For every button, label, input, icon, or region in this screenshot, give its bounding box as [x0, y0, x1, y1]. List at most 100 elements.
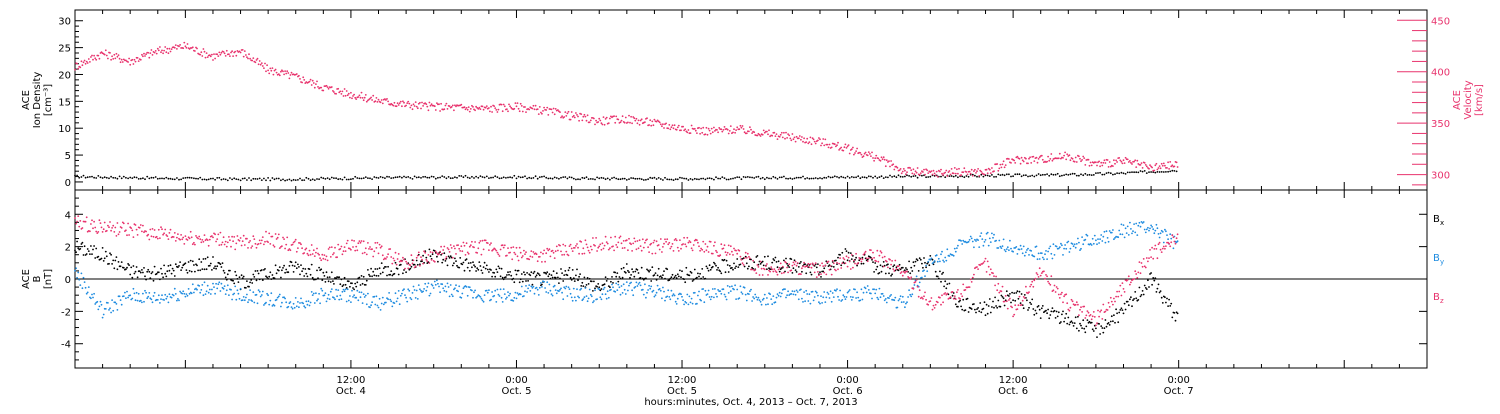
data-point: [638, 120, 640, 122]
data-point: [456, 265, 458, 267]
data-point: [284, 272, 286, 274]
data-point: [643, 294, 645, 296]
data-point: [957, 289, 959, 291]
data-point: [1100, 162, 1102, 164]
data-point: [668, 242, 670, 244]
data-point: [365, 94, 367, 96]
data-point: [97, 231, 99, 233]
data-point: [337, 88, 339, 90]
data-point: [265, 179, 267, 181]
data-point: [521, 286, 523, 288]
data-point: [976, 170, 978, 172]
data-point: [596, 177, 598, 179]
data-point: [95, 177, 97, 179]
data-point: [308, 178, 310, 180]
data-point: [646, 117, 648, 119]
data-point: [1071, 299, 1073, 301]
data-point: [104, 222, 106, 224]
data-point: [1105, 162, 1107, 164]
data-point: [123, 223, 125, 225]
data-point: [491, 291, 493, 293]
data-point: [576, 114, 578, 116]
data-point: [915, 261, 917, 263]
data-point: [1121, 224, 1123, 226]
data-point: [683, 178, 685, 180]
data-point: [1110, 321, 1112, 323]
data-point: [822, 138, 824, 140]
data-point: [161, 178, 163, 180]
data-point: [99, 219, 101, 221]
data-point: [141, 269, 143, 271]
data-point: [893, 169, 895, 171]
data-point: [437, 261, 439, 263]
data-point: [1025, 174, 1027, 176]
data-point: [474, 241, 476, 243]
data-point: [688, 242, 690, 244]
data-point: [993, 176, 995, 178]
data-point: [145, 231, 147, 233]
data-point: [942, 272, 944, 274]
data-point: [265, 70, 267, 72]
data-point: [911, 173, 913, 175]
data-point: [564, 176, 566, 178]
data-point: [89, 230, 91, 232]
data-point: [217, 283, 219, 285]
data-point: [1095, 324, 1097, 326]
data-point: [317, 277, 319, 279]
data-point: [524, 106, 526, 108]
data-point: [326, 301, 328, 303]
data-point: [429, 102, 431, 104]
data-point: [577, 279, 579, 281]
data-point: [363, 99, 365, 101]
data-point: [702, 178, 704, 180]
data-point: [608, 297, 610, 299]
data-point: [255, 61, 257, 63]
data-point: [608, 249, 610, 251]
data-point: [781, 272, 783, 274]
data-point: [872, 261, 874, 263]
data-point: [625, 117, 627, 119]
data-point: [796, 271, 798, 273]
data-point: [417, 264, 419, 266]
data-point: [914, 284, 916, 286]
data-point: [1151, 167, 1153, 169]
data-point: [182, 237, 184, 239]
data-point: [1137, 172, 1139, 174]
data-point: [996, 163, 998, 165]
data-point: [644, 242, 646, 244]
data-point: [315, 279, 317, 281]
data-point: [131, 230, 133, 232]
data-point: [469, 111, 471, 113]
data-point: [940, 176, 942, 178]
data-point: [382, 103, 384, 105]
data-point: [584, 296, 586, 298]
data-point: [335, 177, 337, 179]
data-point: [455, 284, 457, 286]
data-point: [1161, 171, 1163, 173]
data-point: [766, 177, 768, 179]
data-point: [730, 245, 732, 247]
data-point: [1007, 246, 1009, 248]
data-point: [445, 286, 447, 288]
data-point: [638, 283, 640, 285]
data-point: [490, 269, 492, 271]
data-point: [224, 272, 226, 274]
data-point: [712, 266, 714, 268]
data-point: [961, 243, 963, 245]
data-point: [1075, 316, 1077, 318]
data-point: [581, 120, 583, 122]
data-point: [941, 294, 943, 296]
data-point: [573, 288, 575, 290]
data-point: [75, 251, 77, 253]
data-point: [643, 179, 645, 181]
data-point: [406, 301, 408, 303]
data-point: [572, 300, 574, 302]
data-point: [207, 285, 209, 287]
data-point: [634, 120, 636, 122]
data-point: [181, 238, 183, 240]
data-point: [431, 259, 433, 261]
data-point: [823, 177, 825, 179]
data-point: [478, 261, 480, 263]
data-point: [121, 227, 123, 229]
data-point: [1044, 278, 1046, 280]
